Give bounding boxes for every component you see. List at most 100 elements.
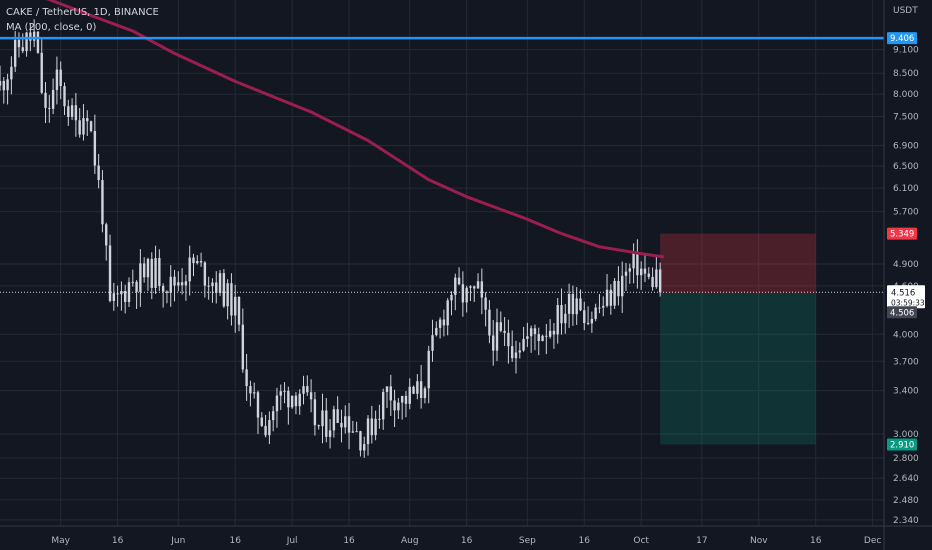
candle-body: [108, 245, 112, 301]
candle-body: [431, 335, 434, 351]
time-tick-label: 16: [461, 536, 473, 546]
candle-body: [621, 275, 624, 297]
candle-body: [275, 395, 279, 412]
candle-body: [127, 282, 131, 302]
candle-body: [514, 352, 518, 359]
candle-body: [446, 300, 449, 326]
candle-body: [385, 386, 389, 392]
candle-body: [571, 294, 575, 315]
candle-body: [325, 410, 328, 437]
candle-body: [184, 281, 188, 286]
candle-body: [583, 310, 586, 324]
candle-body: [594, 307, 597, 319]
candle-body: [423, 388, 427, 399]
time-tick-label: Aug: [401, 536, 419, 546]
resistance-price-label: 9.406: [890, 34, 914, 44]
candle-body: [44, 92, 47, 108]
time-tick-label: Jun: [170, 536, 185, 546]
candle-body: [36, 31, 40, 53]
candle-body: [177, 282, 180, 286]
candle-body: [252, 392, 256, 394]
candle-body: [548, 330, 552, 337]
price-tick-label: 8.000: [893, 90, 919, 100]
candle-body: [454, 277, 457, 295]
candle-body: [135, 281, 138, 292]
candle-body: [605, 289, 609, 306]
candle-body: [67, 106, 70, 117]
candle-body: [639, 268, 643, 276]
candle-body: [575, 298, 578, 315]
candle-body: [613, 280, 616, 306]
price-tick-label: 7.500: [893, 113, 919, 123]
price-tick-label: 3.700: [893, 357, 919, 367]
time-tick-label: Sep: [519, 536, 536, 546]
candle-body: [161, 285, 165, 292]
candle-body: [351, 431, 355, 433]
candle-body: [6, 79, 9, 91]
candle-body: [347, 416, 351, 433]
candle-body: [556, 305, 559, 335]
candle-body: [158, 258, 161, 286]
candle-body: [359, 431, 362, 451]
candle-body: [290, 395, 294, 408]
candle-body: [328, 430, 332, 437]
candle-body: [309, 392, 313, 400]
candle-body: [165, 291, 169, 293]
candle-body: [279, 391, 282, 396]
price-tick-label: 3.000: [893, 430, 919, 440]
candle-body: [465, 287, 468, 303]
candle-body: [522, 338, 525, 351]
candle-body: [404, 395, 408, 404]
candle-body: [510, 346, 514, 359]
candle-body: [268, 420, 271, 436]
candle-body: [643, 268, 647, 274]
candle-body: [78, 120, 81, 135]
candle-body: [636, 253, 639, 276]
price-tick-label: 3.400: [893, 387, 919, 397]
candle-body: [241, 324, 245, 370]
time-tick-label: Oct: [633, 536, 649, 546]
time-tick-label: 16: [112, 536, 124, 546]
candle-body: [86, 118, 89, 122]
candle-body: [131, 281, 134, 283]
candle-body: [222, 273, 226, 307]
candle-body: [321, 410, 324, 427]
candle-body: [461, 284, 465, 303]
candle-body: [105, 224, 108, 246]
last-price-label: 4.516: [891, 288, 915, 298]
candle-body: [142, 263, 146, 278]
time-tick-label: 17: [696, 536, 707, 546]
candle-body: [651, 276, 654, 288]
candle-body: [336, 409, 339, 423]
candle-body: [25, 32, 28, 52]
candle-body: [469, 286, 472, 288]
take-profit-price-label-bg: [887, 438, 917, 451]
candle-body: [2, 81, 5, 91]
price-tick-label: 2.340: [893, 516, 919, 526]
candle-body: [400, 395, 404, 403]
candle-body: [313, 399, 317, 426]
candle-body: [624, 271, 628, 276]
candle-body: [658, 269, 662, 293]
candle-body: [294, 395, 298, 407]
candle-body: [249, 386, 252, 394]
time-tick-label: 16: [343, 536, 355, 546]
candle-body: [533, 328, 537, 335]
stop-loss-price-label-bg: [887, 227, 917, 240]
candle-body: [457, 277, 461, 285]
price-tick-label: 4.900: [893, 260, 919, 270]
candle-body: [363, 444, 366, 451]
candle-body: [203, 262, 207, 286]
candle-body: [215, 282, 218, 293]
stop-loss-zone: [660, 233, 816, 294]
candle-body: [564, 313, 567, 324]
candle-body: [70, 105, 74, 117]
candle-body: [545, 335, 548, 337]
candle-body: [317, 425, 320, 427]
candle-body: [82, 118, 85, 135]
entry-price-label: 4.506: [890, 308, 914, 318]
candle-body: [427, 350, 430, 389]
candle-body: [29, 32, 32, 41]
